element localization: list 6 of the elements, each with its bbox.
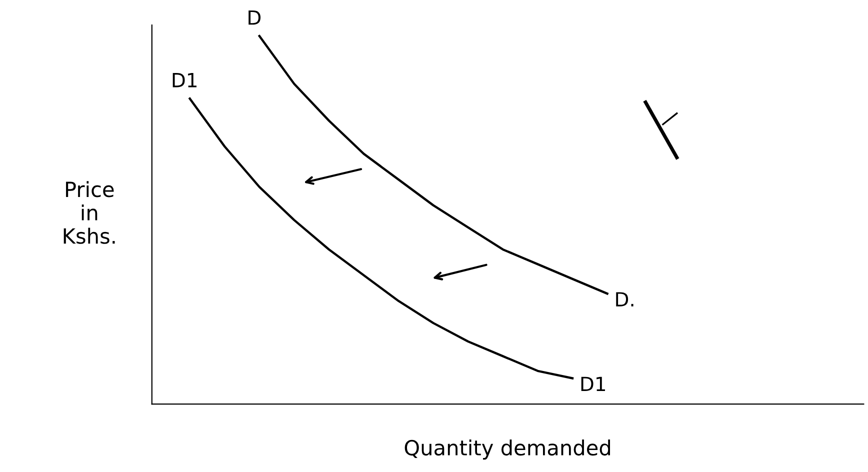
y-axis-title: Price in Kshs. [64, 181, 115, 244]
annotation: D1 [581, 376, 605, 391]
series-label: D [248, 10, 261, 25]
x-axis-title: Quantity demanded [404, 439, 610, 460]
series-label: D1 [172, 73, 196, 88]
annotation: D. [616, 292, 634, 306]
